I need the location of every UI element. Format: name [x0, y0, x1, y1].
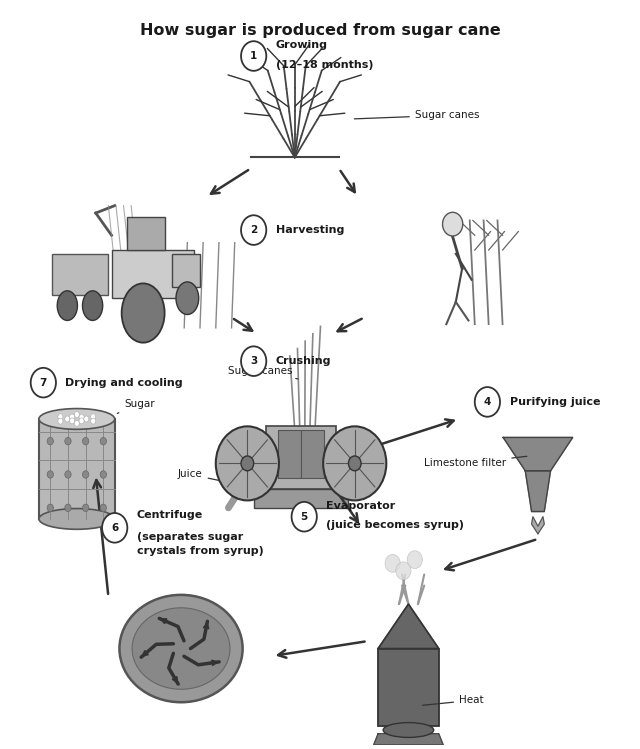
Circle shape	[292, 502, 317, 532]
Circle shape	[47, 471, 53, 478]
Text: 3: 3	[250, 357, 257, 366]
Text: Drying and cooling: Drying and cooling	[65, 377, 183, 388]
Circle shape	[58, 413, 63, 419]
Text: Juice: Juice	[178, 470, 241, 485]
Circle shape	[31, 368, 56, 398]
Polygon shape	[374, 734, 443, 745]
Circle shape	[442, 212, 463, 236]
FancyBboxPatch shape	[127, 216, 165, 250]
Text: Sugar: Sugar	[117, 399, 155, 413]
Text: 2: 2	[250, 225, 257, 235]
Polygon shape	[525, 471, 550, 512]
Ellipse shape	[383, 723, 434, 738]
Polygon shape	[503, 437, 573, 471]
Text: 1: 1	[250, 51, 257, 61]
FancyBboxPatch shape	[253, 489, 348, 508]
Circle shape	[83, 437, 89, 445]
Circle shape	[47, 437, 53, 445]
FancyBboxPatch shape	[266, 426, 336, 489]
FancyBboxPatch shape	[111, 250, 194, 298]
Ellipse shape	[39, 408, 115, 429]
FancyBboxPatch shape	[172, 254, 200, 287]
Text: crystals from syrup): crystals from syrup)	[137, 546, 264, 557]
FancyBboxPatch shape	[301, 430, 324, 478]
Text: Sugar canes: Sugar canes	[228, 366, 298, 379]
Text: Purifying juice: Purifying juice	[509, 397, 600, 407]
Ellipse shape	[176, 282, 198, 315]
FancyBboxPatch shape	[278, 430, 301, 478]
Circle shape	[65, 437, 71, 445]
Text: Limestone filter: Limestone filter	[424, 456, 527, 468]
FancyBboxPatch shape	[52, 254, 108, 294]
Text: (separates sugar: (separates sugar	[137, 532, 243, 542]
Circle shape	[47, 504, 53, 512]
Circle shape	[323, 426, 387, 500]
Text: (12–18 months): (12–18 months)	[276, 60, 373, 70]
Polygon shape	[378, 604, 439, 649]
Text: Sugar canes: Sugar canes	[355, 110, 479, 121]
Text: 4: 4	[484, 397, 491, 407]
Circle shape	[241, 346, 266, 376]
Text: 7: 7	[40, 377, 47, 388]
Circle shape	[79, 414, 84, 420]
Circle shape	[83, 504, 89, 512]
Circle shape	[216, 426, 279, 500]
Circle shape	[65, 504, 71, 512]
Circle shape	[102, 513, 127, 542]
Circle shape	[241, 215, 266, 245]
Circle shape	[407, 551, 422, 568]
Circle shape	[74, 411, 79, 417]
Circle shape	[65, 416, 70, 422]
Circle shape	[100, 504, 106, 512]
Circle shape	[100, 437, 106, 445]
Text: Centrifuge: Centrifuge	[137, 510, 203, 521]
Text: Growing: Growing	[276, 40, 328, 50]
Ellipse shape	[57, 291, 77, 321]
Circle shape	[74, 420, 79, 426]
Circle shape	[70, 418, 75, 424]
FancyBboxPatch shape	[39, 419, 115, 519]
Polygon shape	[532, 517, 544, 534]
FancyBboxPatch shape	[378, 649, 439, 727]
Ellipse shape	[83, 291, 102, 321]
Circle shape	[396, 562, 411, 580]
Text: 5: 5	[301, 512, 308, 522]
Text: (juice becomes syrup): (juice becomes syrup)	[326, 521, 464, 530]
Circle shape	[241, 41, 266, 71]
Circle shape	[91, 413, 96, 419]
Circle shape	[70, 414, 75, 420]
Text: 6: 6	[111, 523, 118, 533]
Text: Harvesting: Harvesting	[276, 225, 344, 235]
Circle shape	[83, 471, 89, 478]
Text: How sugar is produced from sugar cane: How sugar is produced from sugar cane	[140, 22, 500, 37]
Circle shape	[475, 387, 500, 416]
Circle shape	[348, 456, 361, 471]
Circle shape	[91, 418, 96, 424]
Circle shape	[58, 418, 63, 424]
Circle shape	[79, 418, 84, 424]
Circle shape	[385, 554, 400, 572]
Text: Crushing: Crushing	[276, 357, 332, 366]
Circle shape	[84, 416, 89, 422]
Text: Heat: Heat	[422, 695, 484, 706]
Ellipse shape	[120, 595, 243, 703]
Circle shape	[65, 471, 71, 478]
Text: Evaporator: Evaporator	[326, 501, 396, 511]
Ellipse shape	[39, 509, 115, 530]
Circle shape	[100, 471, 106, 478]
Circle shape	[241, 456, 253, 471]
Ellipse shape	[132, 607, 230, 689]
Ellipse shape	[122, 283, 164, 342]
